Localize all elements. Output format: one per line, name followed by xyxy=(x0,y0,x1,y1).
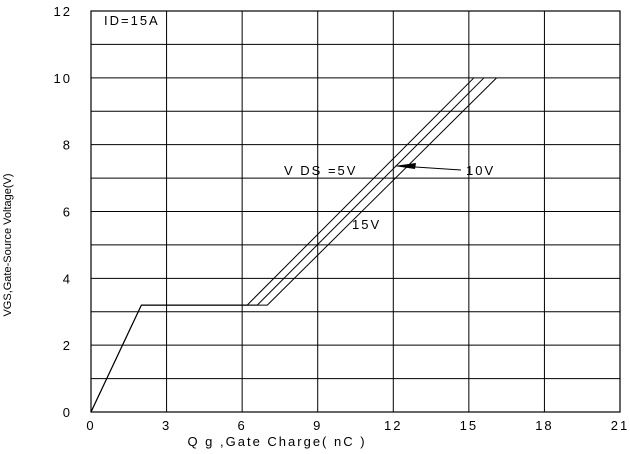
y-tick-label: 0 xyxy=(63,405,72,420)
y-tick-label: 6 xyxy=(63,205,72,220)
condition-label: ID=15A xyxy=(104,13,160,28)
series-line-15v xyxy=(90,77,497,413)
x-axis-label: Q g ,Gate Charge( nC ) xyxy=(187,434,366,449)
x-tick-label: 0 xyxy=(86,418,95,433)
y-tick-labels: 0 2 4 6 8 10 12 xyxy=(54,4,72,420)
x-tick-label: 3 xyxy=(162,418,171,433)
x-tick-label: 9 xyxy=(313,418,322,433)
y-tick-label: 8 xyxy=(63,138,72,153)
x-tick-labels: 0 3 6 9 12 15 18 21 xyxy=(86,418,629,433)
vds-10v-label: 10V xyxy=(466,163,495,178)
series-group xyxy=(90,77,497,413)
x-tick-label: 21 xyxy=(611,418,629,433)
x-tick-label: 12 xyxy=(384,418,402,433)
x-tick-label: 18 xyxy=(535,418,553,433)
x-tick-label: 6 xyxy=(238,418,247,433)
y-axis-label: VGS,Gate-Source Voltage(V) xyxy=(2,173,14,316)
y-tick-label: 10 xyxy=(54,71,72,86)
y-tick-label: 4 xyxy=(63,271,72,286)
x-tick-label: 15 xyxy=(460,418,478,433)
plot-frame xyxy=(90,10,621,413)
y-tick-label: 12 xyxy=(54,4,72,19)
annotation-arrowhead xyxy=(394,163,416,169)
grid xyxy=(91,11,620,412)
vds-5v-label: V DS =5V xyxy=(284,163,357,178)
y-tick-label: 2 xyxy=(63,338,72,353)
vds-15v-label: 15V xyxy=(352,217,381,232)
